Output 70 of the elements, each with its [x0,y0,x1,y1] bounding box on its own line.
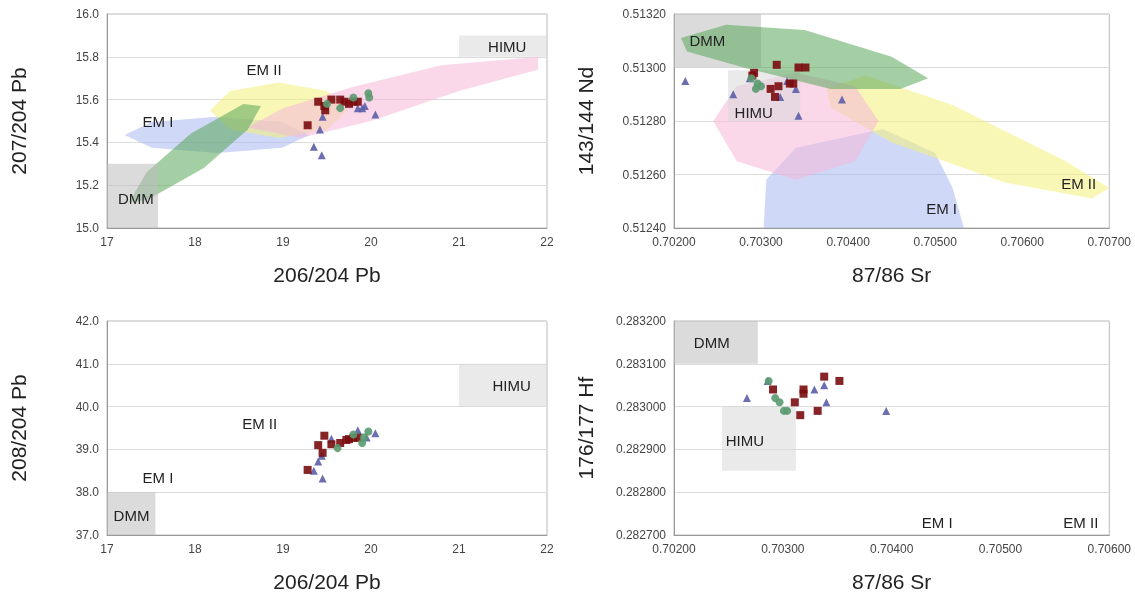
x-axis-title: 206/204 Pb [273,263,381,286]
x-tick-label: 22 [540,541,554,556]
y-tick-label: 0.51320 [622,7,667,21]
x-tick-label: 19 [276,541,290,556]
annotation: EM II [1063,513,1099,531]
x-axis-title: 206/204 Pb [273,569,381,593]
x-tick-label: 19 [276,235,290,249]
y-tick-label: 0.51300 [622,60,667,75]
x-tick-label: 0.70500 [978,541,1023,556]
y-tick-label: 41.0 [75,356,100,371]
x-tick-label: 0.70200 [652,235,697,249]
annotation: DMM [113,506,150,524]
annotation: EM I [142,112,174,130]
y-tick-label: 42.0 [75,313,100,328]
annotation: DMM [118,189,154,207]
x-tick-label: 18 [188,541,202,556]
y-tick-label: 0.283200 [615,313,667,328]
y-tick-label: 0.283100 [615,356,667,371]
x-tick-label: 21 [452,541,466,556]
x-tick-label: 0.70600 [1000,235,1045,249]
y-tick-label: 0.51240 [622,221,667,235]
x-tick-label: 21 [452,235,466,249]
x-axis-title: 87/86 Sr [851,569,932,593]
annotation: EM I [926,200,958,218]
x-tick-label: 0.70600 [1087,541,1132,556]
y-tick-label: 15.8 [75,49,100,64]
y-tick-label: 16.0 [75,7,100,21]
x-tick-label: 0.70200 [652,541,697,556]
annotation: HIMU [492,376,531,394]
y-axis-title: 176/177 Hf [574,375,597,479]
annotation: EM II [242,414,278,432]
x-tick-label: 22 [540,235,554,249]
annotation: DMM [693,333,730,351]
x-axis-title: 87/86 Sr [851,263,932,286]
y-tick-label: 0.282900 [615,441,667,456]
annotation: HIMU [734,103,773,121]
annotation: EM I [921,513,953,531]
x-tick-label: 18 [188,235,202,249]
x-tick-label: 0.70400 [869,541,914,556]
y-tick-label: 0.283000 [615,399,667,414]
x-tick-label: 0.70300 [739,235,784,249]
y-tick-label: 0.51280 [622,114,667,128]
y-tick-label: 0.51260 [622,167,667,182]
y-tick-label: 15.0 [75,221,100,235]
annotation: HIMU [725,431,765,449]
x-tick-label: 0.70400 [826,235,871,249]
y-tick-label: 15.4 [75,135,100,150]
x-tick-label: 20 [364,541,378,556]
annotation: EM I [142,468,174,486]
x-tick-label: 17 [100,541,114,556]
y-tick-label: 0.282700 [615,527,667,542]
y-tick-label: 39.0 [75,441,100,456]
annotation: DMM [689,32,726,50]
annotation: HIMU [488,37,527,55]
x-tick-label: 0.70500 [913,235,958,249]
x-tick-label: 20 [364,235,378,249]
x-tick-label: 0.70300 [761,541,805,556]
annotation: EM II [246,61,282,79]
y-tick-label: 38.0 [75,484,100,499]
y-axis-title: 207/204 Pb [7,67,30,175]
y-tick-label: 15.6 [75,92,100,107]
y-tick-label: 15.2 [75,178,100,193]
y-tick-label: 0.282800 [615,484,667,499]
y-axis-title: 143/144 Nd [574,66,597,176]
y-tick-label: 40.0 [75,399,100,414]
y-axis-title: 208/204 Pb [7,373,30,482]
x-tick-label: 17 [100,235,114,249]
x-tick-label: 0.70700 [1087,235,1132,249]
y-tick-label: 37.0 [75,527,100,542]
annotation: EM II [1061,174,1097,192]
